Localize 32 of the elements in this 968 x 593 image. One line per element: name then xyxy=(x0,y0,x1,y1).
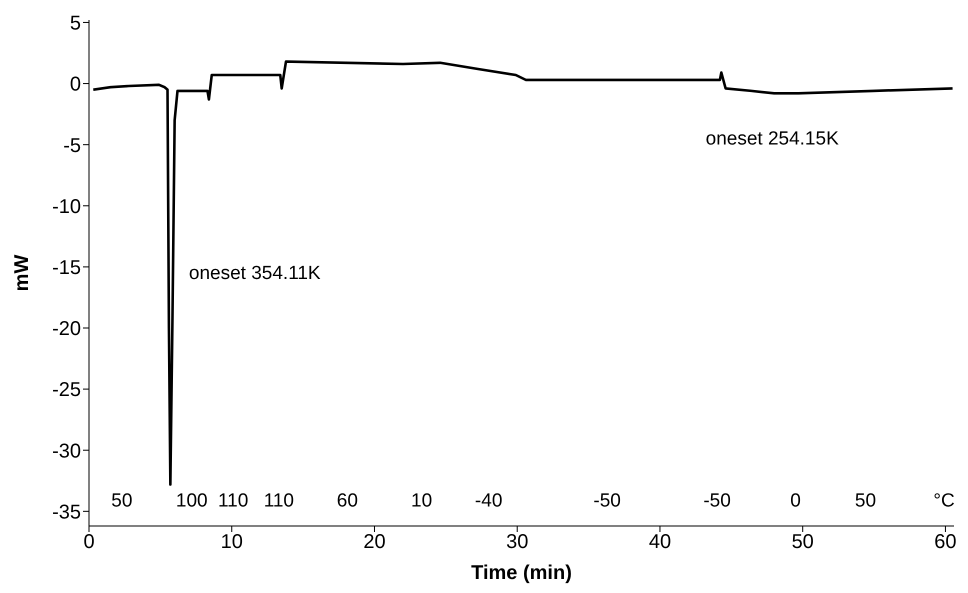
y-tick-label: 5 xyxy=(70,12,81,35)
y-tick-label: -10 xyxy=(52,196,81,218)
y-tick-label: -25 xyxy=(52,379,81,402)
y-tick-label: 0 xyxy=(70,74,81,96)
y-tick-label: -30 xyxy=(52,440,81,462)
annotation: 60 xyxy=(336,490,358,512)
x-tick-label: 40 xyxy=(648,531,672,554)
line-series xyxy=(92,60,954,486)
annotation: oneset 354.11K xyxy=(188,263,321,284)
x-tick-label: 20 xyxy=(363,531,386,554)
x-tick-label: 30 xyxy=(506,531,528,554)
y-tick-label: -20 xyxy=(52,318,81,340)
annotation: -50 xyxy=(703,490,731,512)
annotation: 110 xyxy=(264,490,294,512)
annotation: 110 xyxy=(218,490,248,512)
annotation: oneset 254.15K xyxy=(706,128,840,150)
annotation: -50 xyxy=(593,490,621,512)
x-tick-label: 50 xyxy=(792,531,814,554)
y-tick-label: -15 xyxy=(52,256,81,279)
y-tick-label: -5 xyxy=(63,134,81,157)
x-tick-label: 60 xyxy=(934,531,957,554)
annotation: 50 xyxy=(111,490,132,512)
annotation: °C xyxy=(933,490,955,512)
annotation: 50 xyxy=(854,490,876,512)
y-axis-title: mW xyxy=(11,254,33,292)
x-tick-label: 10 xyxy=(220,531,243,554)
annotation: 10 xyxy=(411,490,432,512)
annotation: 100 xyxy=(176,490,208,512)
x-axis-title: Time (min) xyxy=(471,562,572,584)
annotation: -40 xyxy=(474,490,502,512)
annotation: 0 xyxy=(790,490,801,512)
y-tick-label: -35 xyxy=(52,501,81,524)
